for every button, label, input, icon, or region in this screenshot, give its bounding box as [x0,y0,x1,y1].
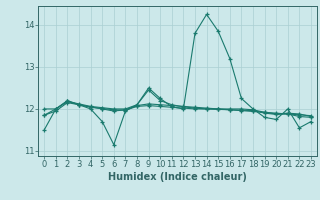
X-axis label: Humidex (Indice chaleur): Humidex (Indice chaleur) [108,172,247,182]
